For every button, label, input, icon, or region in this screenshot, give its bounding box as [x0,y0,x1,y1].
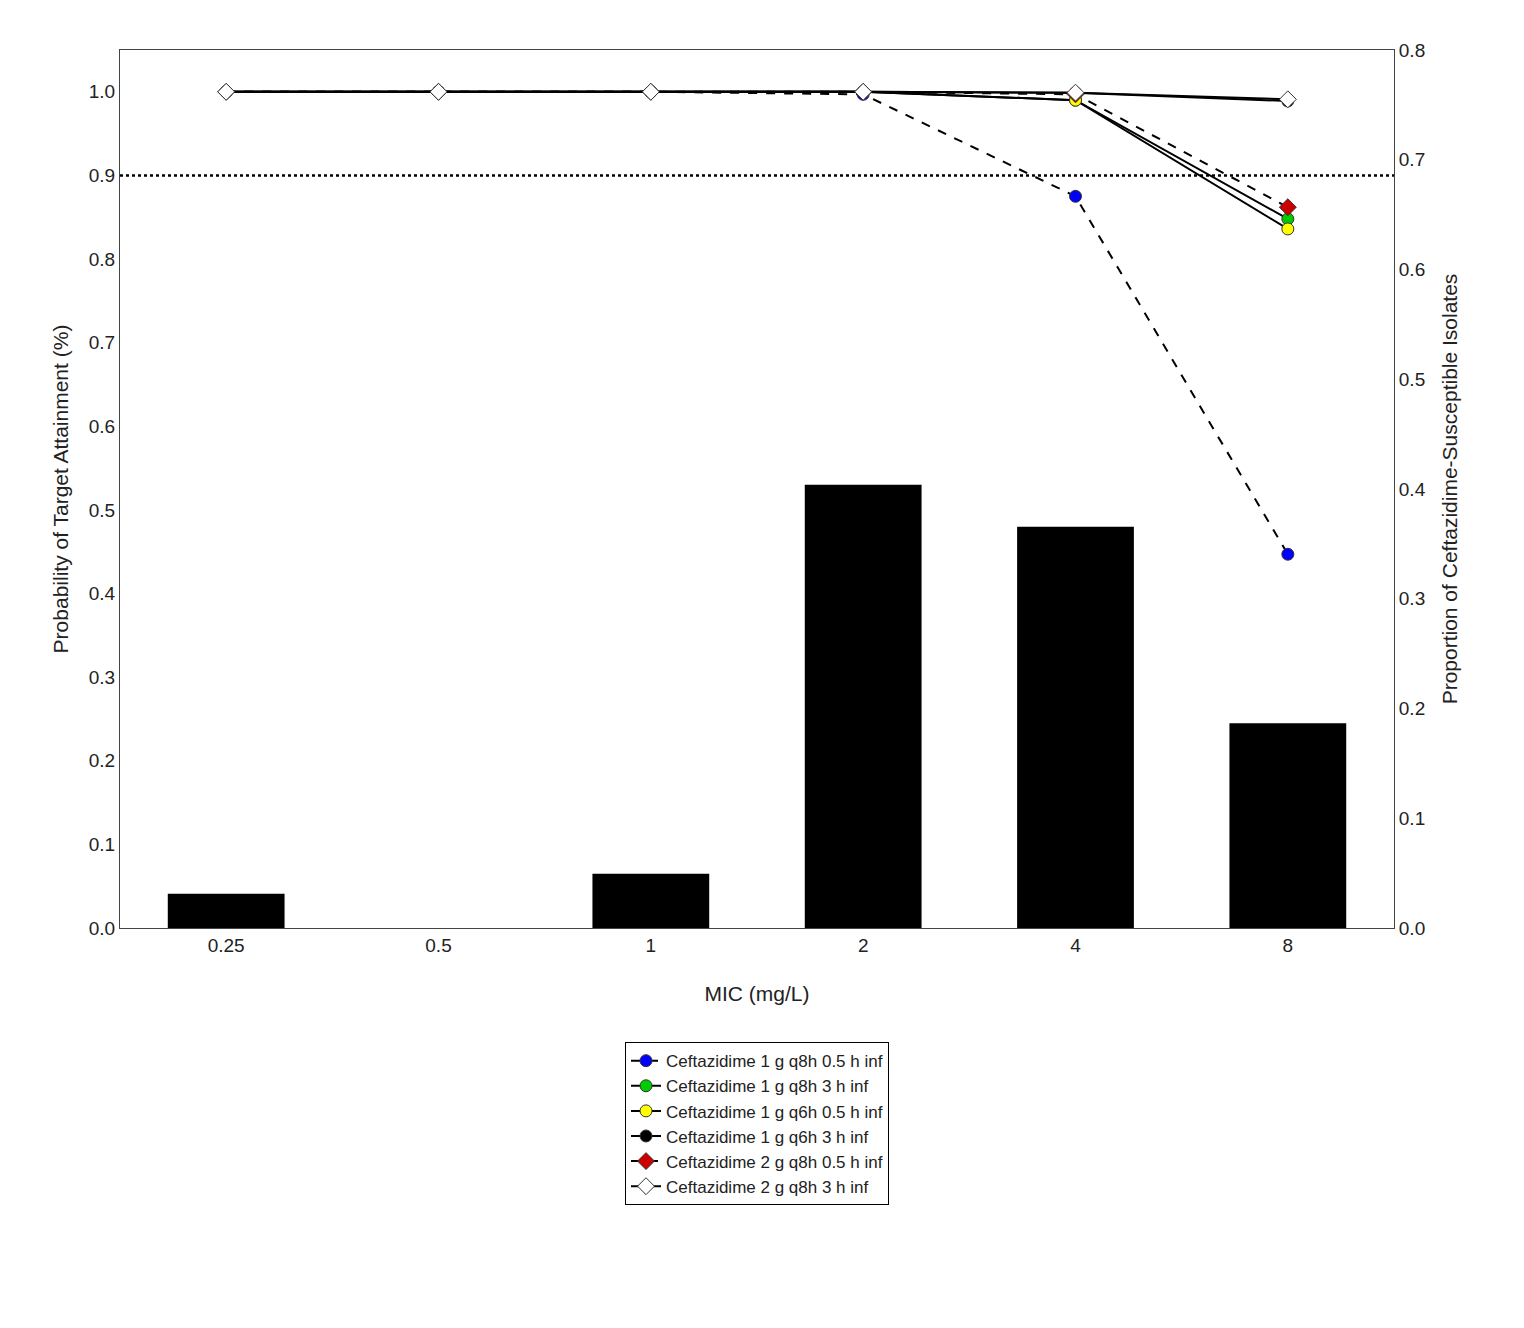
svg-text:Ceftazidime 1 g q8h 3 h inf: Ceftazidime 1 g q8h 3 h inf [666,1077,869,1096]
svg-text:0.5: 0.5 [89,500,115,521]
svg-text:1: 1 [646,935,657,956]
svg-text:0.0: 0.0 [89,918,115,939]
svg-text:0.3: 0.3 [1399,588,1425,609]
svg-text:Ceftazidime 1 g q6h 3 h inf: Ceftazidime 1 g q6h 3 h inf [666,1128,869,1147]
svg-text:Ceftazidime 1 g q8h 0.5 h inf: Ceftazidime 1 g q8h 0.5 h inf [666,1052,883,1071]
svg-text:0.5: 0.5 [1399,369,1425,390]
svg-text:0.8: 0.8 [1399,40,1425,61]
svg-text:Ceftazidime 2 g q8h 3 h inf: Ceftazidime 2 g q8h 3 h inf [666,1178,869,1197]
svg-text:Probability of Target Attainme: Probability of Target Attainment (%) [49,325,72,654]
svg-text:0.8: 0.8 [89,249,115,270]
svg-text:Proportion of Ceftazidime-Susc: Proportion of Ceftazidime-Susceptible Is… [1438,274,1461,705]
svg-text:2: 2 [858,935,869,956]
svg-text:0.9: 0.9 [89,165,115,186]
svg-text:Ceftazidime 2 g q8h 0.5 h inf: Ceftazidime 2 g q8h 0.5 h inf [666,1153,883,1172]
svg-text:0.4: 0.4 [89,583,116,604]
svg-text:0.6: 0.6 [1399,259,1425,280]
svg-text:0.1: 0.1 [89,834,115,855]
svg-text:MIC (mg/L): MIC (mg/L) [705,982,810,1005]
svg-text:0.7: 0.7 [1399,149,1425,170]
svg-text:0.25: 0.25 [208,935,245,956]
svg-text:0.4: 0.4 [1399,479,1426,500]
svg-text:4: 4 [1070,935,1081,956]
svg-text:0.5: 0.5 [425,935,451,956]
svg-text:0.6: 0.6 [89,416,115,437]
svg-text:0.1: 0.1 [1399,808,1425,829]
svg-text:0.2: 0.2 [1399,698,1425,719]
svg-text:0.7: 0.7 [89,332,115,353]
svg-text:0.3: 0.3 [89,667,115,688]
svg-text:0.0: 0.0 [1399,918,1425,939]
svg-text:8: 8 [1283,935,1294,956]
svg-text:1.0: 1.0 [89,81,115,102]
svg-text:0.2: 0.2 [89,750,115,771]
svg-text:Ceftazidime 1 g q6h 0.5 h inf: Ceftazidime 1 g q6h 0.5 h inf [666,1103,883,1122]
